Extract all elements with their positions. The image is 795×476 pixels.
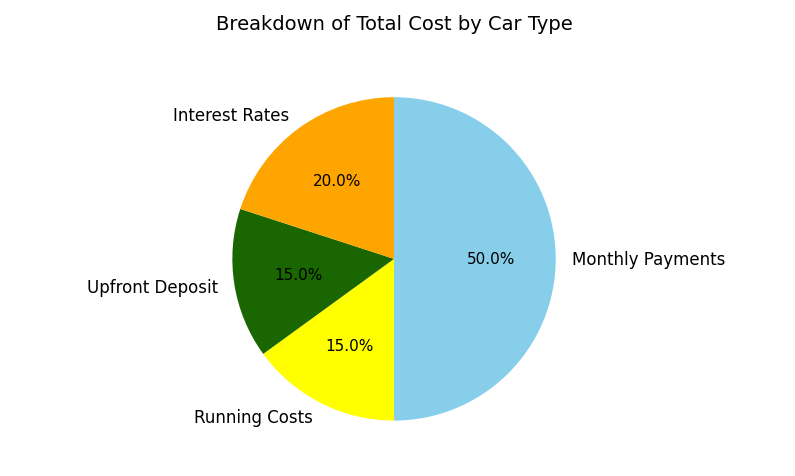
Text: Upfront Deposit: Upfront Deposit bbox=[87, 278, 219, 296]
Text: 50.0%: 50.0% bbox=[467, 252, 515, 267]
Text: 15.0%: 15.0% bbox=[326, 338, 374, 353]
Wedge shape bbox=[263, 259, 394, 421]
Text: Monthly Payments: Monthly Payments bbox=[572, 250, 725, 268]
Text: 20.0%: 20.0% bbox=[312, 174, 361, 188]
Title: Breakdown of Total Cost by Car Type: Breakdown of Total Cost by Car Type bbox=[215, 15, 572, 34]
Text: 15.0%: 15.0% bbox=[274, 267, 323, 282]
Wedge shape bbox=[240, 98, 394, 259]
Wedge shape bbox=[394, 98, 556, 421]
Wedge shape bbox=[232, 209, 394, 354]
Text: Interest Rates: Interest Rates bbox=[173, 107, 289, 125]
Text: Running Costs: Running Costs bbox=[195, 408, 313, 426]
